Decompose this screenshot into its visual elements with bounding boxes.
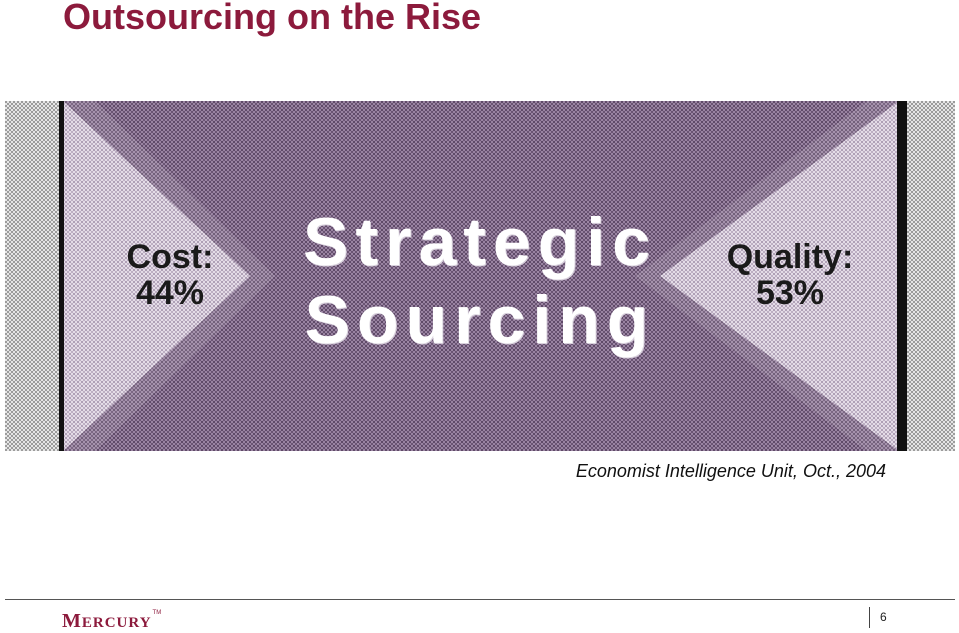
quality-value: 53% [755, 274, 825, 312]
cost-value: 44% [135, 274, 205, 312]
logo-rest: ERCURY [81, 615, 152, 631]
banner-graphic [5, 101, 955, 451]
mercury-logo: MERCURYTM [62, 610, 161, 632]
strategic-sourcing-label: Strategic Sourcing [255, 203, 705, 359]
left-gray-edge [5, 101, 59, 451]
strategic-sourcing-banner: Cost: 44% Strategic Sourcing Quality: 53… [5, 101, 955, 451]
right-light-wedge [660, 101, 899, 451]
logo-trademark: TM [152, 610, 162, 616]
cost-label: Cost: [126, 238, 214, 276]
left-light-wedge [63, 101, 250, 451]
right-gray-edge [907, 101, 955, 451]
slide-title: Outsourcing on the Rise [63, 0, 482, 37]
center-line-1: Strategic [303, 204, 657, 280]
quality-label: Quality: [726, 238, 854, 276]
page-number-divider [869, 607, 870, 628]
source-citation: Economist Intelligence Unit, Oct., 2004 [575, 461, 886, 481]
cost-stat: Cost: 44% [103, 239, 237, 311]
logo-initial: M [62, 610, 82, 632]
left-black-bar [59, 101, 64, 451]
page-number: 6 [880, 610, 887, 624]
center-line-2: Sourcing [304, 282, 656, 358]
footer-divider [5, 599, 955, 600]
right-black-bar [897, 101, 907, 451]
quality-stat: Quality: 53% [705, 239, 875, 311]
